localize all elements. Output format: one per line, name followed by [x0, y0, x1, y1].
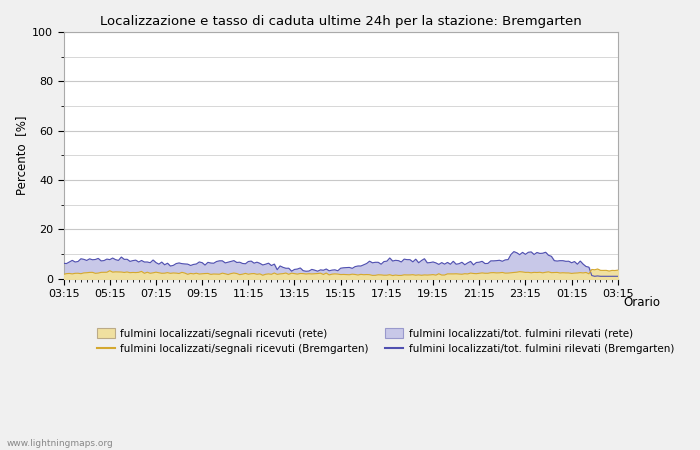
Legend: fulmini localizzati/segnali ricevuti (rete), fulmini localizzati/segnali ricevut: fulmini localizzati/segnali ricevuti (re… [97, 328, 674, 354]
Text: www.lightningmaps.org: www.lightningmaps.org [7, 439, 113, 448]
Y-axis label: Percento  [%]: Percento [%] [15, 116, 28, 195]
Title: Localizzazione e tasso di caduta ultime 24h per la stazione: Bremgarten: Localizzazione e tasso di caduta ultime … [100, 15, 582, 28]
Text: Orario: Orario [623, 296, 660, 309]
